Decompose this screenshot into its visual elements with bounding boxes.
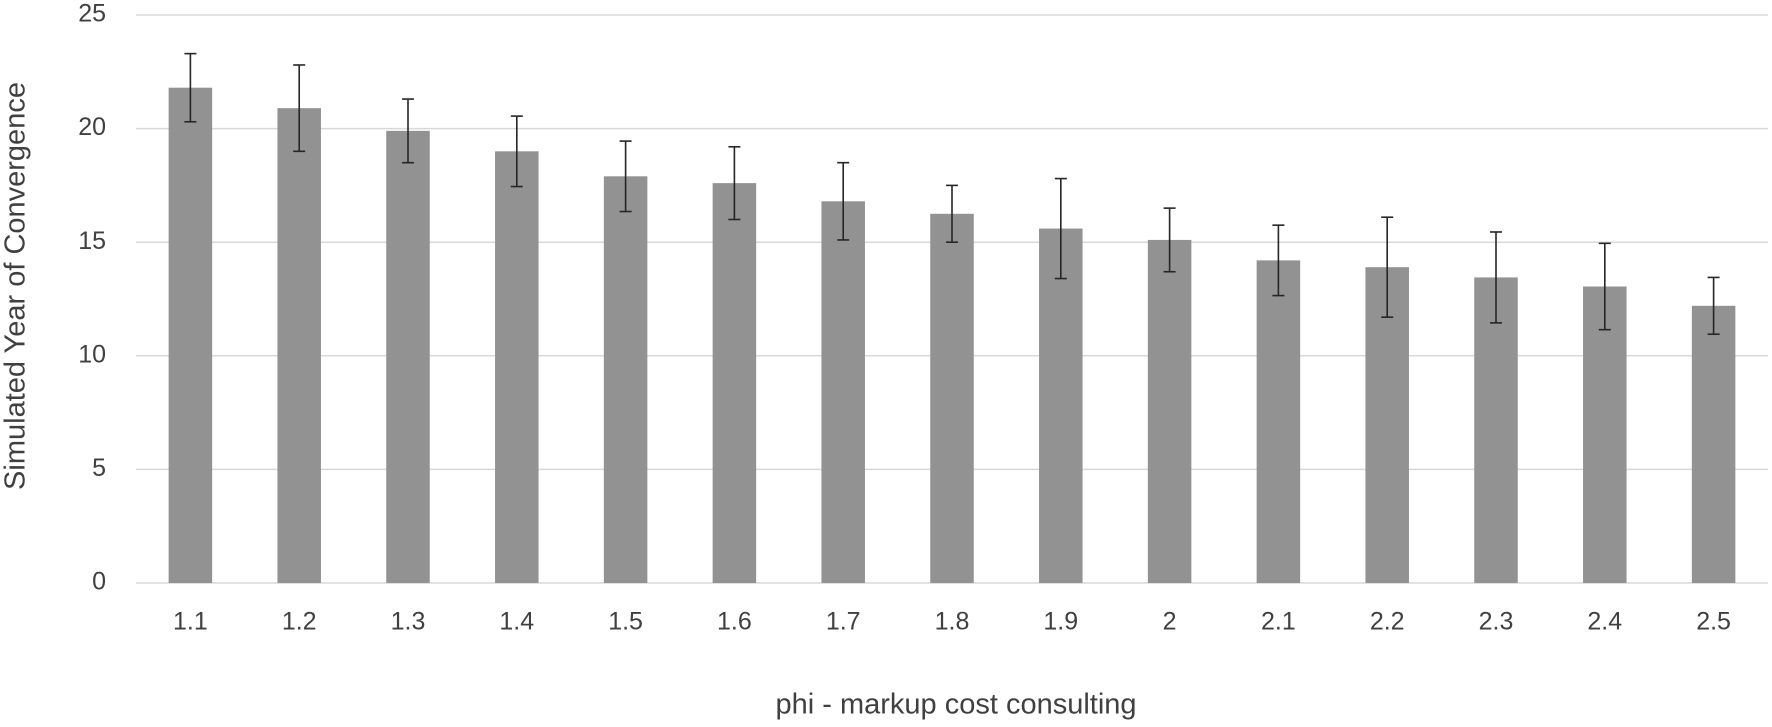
bar bbox=[1039, 228, 1083, 583]
y-tick-label: 15 bbox=[78, 227, 106, 255]
x-axis-title: phi - markup cost consulting bbox=[775, 689, 1136, 721]
x-tick-label: 1.2 bbox=[282, 608, 317, 636]
x-tick-label: 1.5 bbox=[608, 608, 643, 636]
x-tick-label: 2.2 bbox=[1370, 608, 1405, 636]
error-bar bbox=[1272, 224, 1285, 297]
x-tick-label: 1.1 bbox=[173, 608, 208, 636]
error-bar bbox=[293, 64, 306, 153]
y-tick-label: 10 bbox=[78, 340, 106, 368]
x-tick-label: 2.3 bbox=[1479, 608, 1514, 636]
x-tick-label: 1.4 bbox=[499, 608, 534, 636]
x-tick-label: 2.4 bbox=[1587, 608, 1622, 636]
error-bar bbox=[1598, 242, 1611, 331]
error-bar bbox=[510, 115, 523, 188]
y-tick-label: 0 bbox=[92, 568, 106, 596]
y-tick-label: 5 bbox=[92, 454, 106, 482]
bar bbox=[1583, 286, 1627, 583]
error-bar bbox=[1163, 207, 1176, 273]
x-tick-label: 2 bbox=[1163, 608, 1177, 636]
bar bbox=[821, 201, 865, 583]
bar bbox=[386, 130, 430, 583]
bar bbox=[712, 183, 757, 584]
bar bbox=[1256, 260, 1301, 583]
error-bar bbox=[619, 140, 632, 213]
bar bbox=[930, 213, 974, 584]
error-bar bbox=[1707, 276, 1720, 336]
y-tick-label: 25 bbox=[78, 0, 106, 28]
x-tick-label: 1.6 bbox=[717, 608, 752, 636]
bar bbox=[495, 151, 539, 583]
x-tick-label: 1.7 bbox=[826, 608, 861, 636]
bar bbox=[603, 176, 648, 583]
bar bbox=[1147, 239, 1192, 584]
error-bar bbox=[946, 184, 958, 243]
error-bar bbox=[1381, 216, 1394, 318]
x-tick-label: 1.8 bbox=[935, 608, 970, 636]
error-bar bbox=[184, 52, 197, 123]
bar bbox=[1365, 267, 1409, 583]
x-tick-label: 1.3 bbox=[391, 608, 426, 636]
x-tick-label: 2.5 bbox=[1696, 608, 1731, 636]
x-tick-label: 1.9 bbox=[1043, 608, 1078, 636]
bar bbox=[1691, 305, 1736, 583]
error-bar bbox=[728, 145, 741, 221]
error-bar bbox=[1490, 231, 1502, 324]
error-bar bbox=[1054, 177, 1067, 280]
bar bbox=[1474, 277, 1518, 583]
bar bbox=[168, 87, 213, 583]
y-axis-title: Simulated Year of Convergence bbox=[0, 82, 32, 490]
error-bar bbox=[837, 161, 850, 241]
bar bbox=[277, 108, 321, 583]
x-tick-label: 2.1 bbox=[1261, 608, 1296, 636]
error-bar bbox=[402, 98, 414, 164]
y-tick-label: 20 bbox=[78, 113, 106, 141]
